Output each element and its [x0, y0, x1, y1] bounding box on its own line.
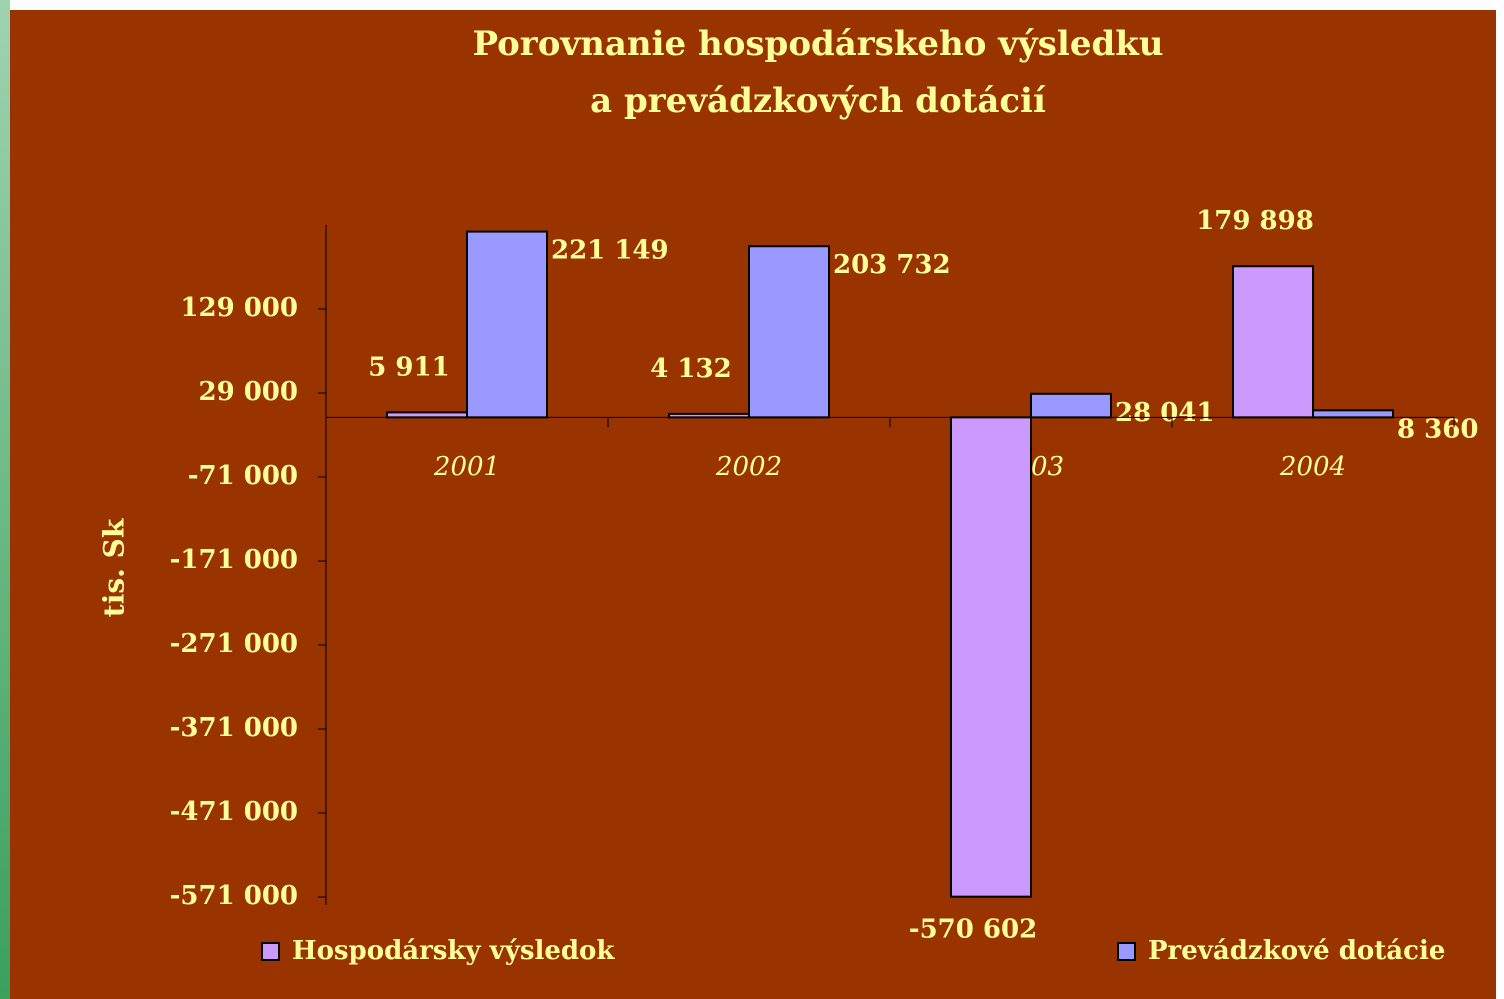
chart-subtitle: a prevádzkových dotácií	[590, 81, 1046, 121]
data-label: 5 911	[368, 352, 449, 382]
x-tick-label: 2004	[1279, 452, 1346, 482]
y-tick-label: 29 000	[198, 377, 298, 407]
bar	[668, 412, 750, 419]
data-label: 221 149	[551, 236, 669, 266]
side-strip	[0, 0, 10, 999]
y-tick-label: -171 000	[170, 545, 298, 575]
chart-title: Porovnanie hospodárskeho výsledku	[472, 24, 1163, 64]
y-tick-label: -71 000	[188, 461, 298, 491]
bar	[1232, 265, 1314, 419]
legend-swatch	[261, 942, 280, 961]
legend-swatch	[1117, 942, 1136, 961]
x-tick-label: 2001	[433, 452, 500, 482]
legend-label: Prevádzkové dotácie	[1148, 936, 1445, 966]
data-label: 179 898	[1196, 206, 1314, 236]
y-tick-label: -271 000	[170, 629, 298, 659]
data-label: 8 360	[1397, 414, 1478, 444]
bar	[466, 230, 548, 419]
y-tick-label: -371 000	[170, 713, 298, 743]
bar	[1030, 392, 1112, 419]
legend-label: Hospodársky výsledok	[292, 936, 615, 966]
data-label: 4 132	[650, 354, 731, 384]
chart-background	[10, 10, 1496, 999]
data-label: 28 041	[1115, 398, 1215, 428]
bar	[386, 411, 468, 419]
bar	[950, 416, 1032, 898]
y-axis-label: tis. Sk	[98, 518, 131, 617]
y-tick-label: 129 000	[180, 293, 298, 323]
y-tick-label: -571 000	[170, 881, 298, 911]
x-tick-label: 2002	[715, 452, 782, 482]
bar	[748, 245, 830, 419]
data-label: -570 602	[909, 915, 1037, 945]
y-tick-label: -471 000	[170, 797, 298, 827]
bar	[1312, 409, 1394, 419]
data-label: 203 732	[833, 250, 951, 280]
